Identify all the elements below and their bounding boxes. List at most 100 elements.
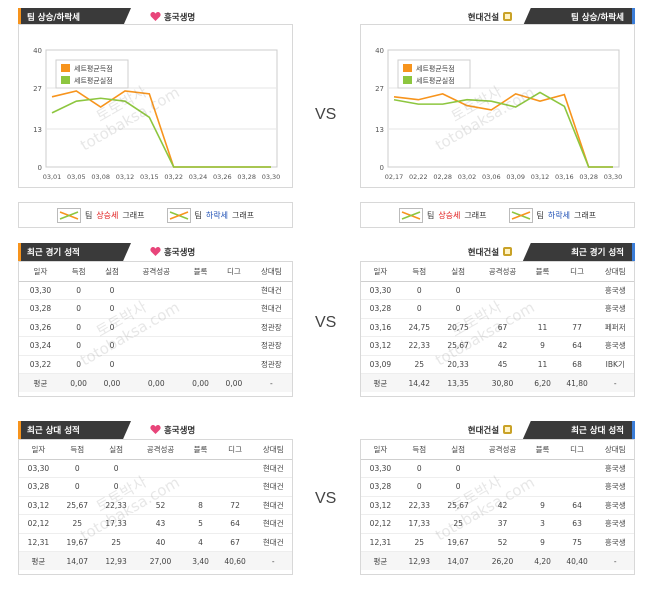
table-cell: 03,28 xyxy=(19,299,62,319)
x-tick-label: 03,05 xyxy=(67,173,86,181)
table-cell: 현대건 xyxy=(254,459,292,478)
table-cell: 03,16 xyxy=(361,318,400,337)
table-cell: 03,30 xyxy=(19,281,62,300)
table-row: 02,12 25 17,33 43 5 64 현대건 xyxy=(19,514,292,534)
table-cell xyxy=(183,299,218,319)
legend-up-prefix: 팀 xyxy=(84,210,93,220)
column-header: 공격성공 xyxy=(128,262,184,282)
x-tick-label: 03,30 xyxy=(262,173,281,181)
y-tick-label: 27 xyxy=(33,85,42,93)
recent-header: 최근 경기 성적 현대건설 xyxy=(360,243,635,263)
left-h2h-panel: 최근 상대 성적 흥국생명 일자 득점 실점 공격성공 블록 디그 상대팀 03,30 0 0 현대… xyxy=(18,421,293,576)
table-cell xyxy=(128,299,184,319)
table-cell: 흥국생 xyxy=(596,496,634,515)
vs-label: VS xyxy=(315,106,337,123)
table-cell xyxy=(557,477,597,497)
right-recent-panel: 최근 경기 성적 현대건설 일자 득점 실점 공격성공 블록 디그 상대팀 03,30 0 0 흥국… xyxy=(360,243,635,398)
table-cell: 0 xyxy=(61,299,96,319)
table-cell xyxy=(217,336,251,356)
team-name: 현대건설 xyxy=(467,426,500,436)
team-label: 흥국생명 xyxy=(150,421,195,441)
table-cell: 52 xyxy=(477,533,528,552)
legend-down-prefix: 팀 xyxy=(536,210,544,220)
table-cell xyxy=(185,459,216,478)
table-cell xyxy=(557,459,597,478)
legend-down-prefix: 팀 xyxy=(194,210,202,220)
table-cell xyxy=(183,318,218,337)
legend-down: 팀 하락세 그래프 xyxy=(166,207,254,223)
average-cell: 30,80 xyxy=(477,373,528,392)
column-header: 블록 xyxy=(185,440,216,460)
series-line xyxy=(393,91,613,168)
table-cell xyxy=(217,299,251,319)
average-cell: 0,00 xyxy=(61,373,96,392)
x-tick-label: 03,15 xyxy=(140,173,159,181)
legend-label: 세트평균실점 xyxy=(74,76,113,85)
down-swatch-icon xyxy=(166,207,191,223)
average-cell: 평균 xyxy=(361,551,400,570)
table-cell: 19,67 xyxy=(57,533,97,552)
column-header: 득점 xyxy=(399,440,439,460)
table-cell: 0 xyxy=(438,477,478,497)
x-tick-label: 03,16 xyxy=(555,173,574,181)
column-header: 블록 xyxy=(183,262,218,282)
right-h2h-panel: 최근 상대 성적 현대건설 일자 득점 실점 공격성공 블록 디그 상대팀 03,30 0 0 흥국… xyxy=(360,421,635,576)
header-accent xyxy=(18,243,21,263)
table-cell: 03,26 xyxy=(19,318,62,337)
h2h-header-title: 최근 상대 성적 xyxy=(21,421,131,441)
table-row: 02,12 17,33 25 37 3 63 흥국생 xyxy=(361,514,634,534)
table-row: 03,30 0 0 현대건 xyxy=(19,281,292,300)
recent-table-box: 일자 득점 실점 공격성공 블록 디그 상대팀 03,30 0 0 현대건 03,28 0 0 현대건 03,… xyxy=(18,261,293,397)
trend-legend: 팀 상승세 그래프 팀 하락세 그래프 xyxy=(18,202,293,228)
table-cell: 0 xyxy=(96,477,136,497)
y-tick-label: 0 xyxy=(380,164,384,172)
x-tick-label: 03,12 xyxy=(531,173,550,181)
table-cell: 25,67 xyxy=(57,496,97,515)
table-cell: 9 xyxy=(527,336,558,356)
table-cell xyxy=(128,355,184,374)
table-cell: 8 xyxy=(185,496,216,515)
table-cell: 03,28 xyxy=(361,477,400,497)
average-cell: 0,00 xyxy=(183,373,218,392)
table-cell: 3 xyxy=(527,514,558,534)
table-cell: 03,09 xyxy=(361,355,400,374)
average-cell: 평균 xyxy=(19,373,62,392)
average-cell: 4,20 xyxy=(527,551,558,570)
table-cell: 03,28 xyxy=(361,299,400,319)
table-cell: 64 xyxy=(557,496,597,515)
table-cell: 11 xyxy=(527,318,558,337)
x-tick-label: 03,02 xyxy=(458,173,477,181)
column-header: 실점 xyxy=(96,440,136,460)
table-cell: 0 xyxy=(57,477,97,497)
table-cell: 흥국생 xyxy=(596,514,634,534)
average-cell: - xyxy=(596,551,634,570)
table-row: 03,28 0 0 현대건 xyxy=(19,477,292,497)
heart-logo-icon xyxy=(150,245,161,256)
table-row: 03,28 0 0 흥국생 xyxy=(361,477,634,497)
table-cell: 03,12 xyxy=(361,496,400,515)
table-cell: 03,30 xyxy=(19,459,58,478)
table-cell: 0 xyxy=(95,299,129,319)
table-cell: 흥국생 xyxy=(596,459,634,478)
column-header: 공격성공 xyxy=(477,440,528,460)
recent-table: 일자 득점 실점 공격성공 블록 디그 상대팀 03,30 0 0 현대건 03,28 0 0 현대건 03,… xyxy=(19,262,292,392)
table-cell xyxy=(183,281,218,300)
y-tick-label: 0 xyxy=(38,164,42,172)
table-cell: 43 xyxy=(135,514,186,534)
legend-swatch xyxy=(61,64,70,72)
table-cell: 흥국생 xyxy=(596,336,634,356)
table-cell: 22,33 xyxy=(96,496,136,515)
table-cell xyxy=(217,318,251,337)
y-tick-label: 27 xyxy=(375,85,384,93)
h2h-header: 최근 상대 성적 현대건설 xyxy=(360,421,635,441)
left-trend-panel: 팀 상승/하락세 흥국생명 0 13 27 40 03,01 03,05 03,08 03,1… xyxy=(18,8,293,228)
column-header: 일자 xyxy=(361,262,400,282)
table-cell: 0 xyxy=(438,459,478,478)
table-cell: 17,33 xyxy=(399,514,439,534)
column-header: 득점 xyxy=(399,262,439,282)
series-line xyxy=(51,97,271,168)
table-row: 03,30 0 0 현대건 xyxy=(19,459,292,478)
team-label: 현대건설 xyxy=(468,421,513,441)
average-cell: 12,93 xyxy=(399,551,439,570)
legend-swatch xyxy=(61,76,70,84)
